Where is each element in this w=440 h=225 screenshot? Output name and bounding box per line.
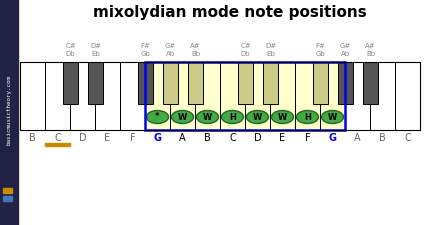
Text: W: W <box>178 112 187 122</box>
Bar <box>20 62 45 130</box>
Text: H: H <box>304 112 311 122</box>
Text: Gb: Gb <box>315 51 325 57</box>
Text: Bb: Bb <box>191 51 200 57</box>
Bar <box>20 62 420 130</box>
Text: C: C <box>404 133 411 143</box>
Text: G#: G# <box>165 43 176 49</box>
Ellipse shape <box>221 110 243 124</box>
Text: Db: Db <box>241 51 250 57</box>
Text: C#: C# <box>65 43 76 49</box>
Text: Eb: Eb <box>91 51 100 57</box>
Bar <box>395 62 420 130</box>
Bar <box>220 62 245 130</box>
Bar <box>370 62 395 130</box>
Bar <box>120 62 145 130</box>
Bar <box>195 62 220 130</box>
Text: C: C <box>54 133 61 143</box>
Bar <box>313 62 328 104</box>
Bar <box>245 62 270 130</box>
Text: basicmusictheory.com: basicmusictheory.com <box>7 75 11 145</box>
Ellipse shape <box>147 110 169 124</box>
Text: W: W <box>328 112 337 122</box>
Text: D#: D# <box>265 43 276 49</box>
Text: A#: A# <box>365 43 376 49</box>
Text: A#: A# <box>190 43 201 49</box>
Text: A: A <box>354 133 361 143</box>
Bar <box>188 62 203 104</box>
Bar <box>95 62 120 130</box>
Bar <box>170 62 195 130</box>
Text: B: B <box>204 133 211 143</box>
Text: B: B <box>29 133 36 143</box>
Ellipse shape <box>172 110 194 124</box>
Text: Db: Db <box>66 51 75 57</box>
Bar <box>320 62 345 130</box>
Bar <box>45 62 70 130</box>
Bar <box>3 196 12 201</box>
Text: E: E <box>104 133 110 143</box>
Text: D#: D# <box>90 43 101 49</box>
Ellipse shape <box>197 110 219 124</box>
Ellipse shape <box>271 110 293 124</box>
Text: W: W <box>253 112 262 122</box>
Text: mixolydian mode note positions: mixolydian mode note positions <box>93 5 367 20</box>
Text: F#: F# <box>315 43 326 49</box>
Ellipse shape <box>297 110 319 124</box>
Text: W: W <box>203 112 212 122</box>
Text: F: F <box>304 133 310 143</box>
Text: F#: F# <box>140 43 150 49</box>
Text: F: F <box>130 133 136 143</box>
Text: Bb: Bb <box>366 51 375 57</box>
Bar <box>70 62 95 130</box>
Bar <box>3 188 12 193</box>
Text: Gb: Gb <box>141 51 150 57</box>
Bar <box>0 0 18 225</box>
Text: Ab: Ab <box>341 51 350 57</box>
Bar <box>363 62 378 104</box>
Text: C#: C# <box>240 43 251 49</box>
Text: B: B <box>379 133 386 143</box>
Bar <box>145 62 345 130</box>
Bar <box>270 62 295 130</box>
Bar <box>263 62 278 104</box>
Bar <box>88 62 103 104</box>
Bar <box>145 62 170 130</box>
Text: Ab: Ab <box>166 51 175 57</box>
Text: G: G <box>154 133 161 143</box>
Ellipse shape <box>322 110 344 124</box>
Text: H: H <box>229 112 236 122</box>
Bar <box>345 62 370 130</box>
Bar <box>238 62 253 104</box>
Text: C: C <box>229 133 236 143</box>
Text: D: D <box>79 133 86 143</box>
Text: Eb: Eb <box>266 51 275 57</box>
Text: W: W <box>278 112 287 122</box>
Text: *: * <box>155 112 160 122</box>
Text: D: D <box>254 133 261 143</box>
Bar <box>45 143 70 146</box>
Ellipse shape <box>246 110 268 124</box>
Bar <box>63 62 78 104</box>
Bar <box>338 62 353 104</box>
Bar <box>163 62 178 104</box>
Text: G#: G# <box>340 43 351 49</box>
Text: G: G <box>329 133 337 143</box>
Text: A: A <box>179 133 186 143</box>
Text: E: E <box>279 133 286 143</box>
Bar <box>138 62 153 104</box>
Bar <box>295 62 320 130</box>
